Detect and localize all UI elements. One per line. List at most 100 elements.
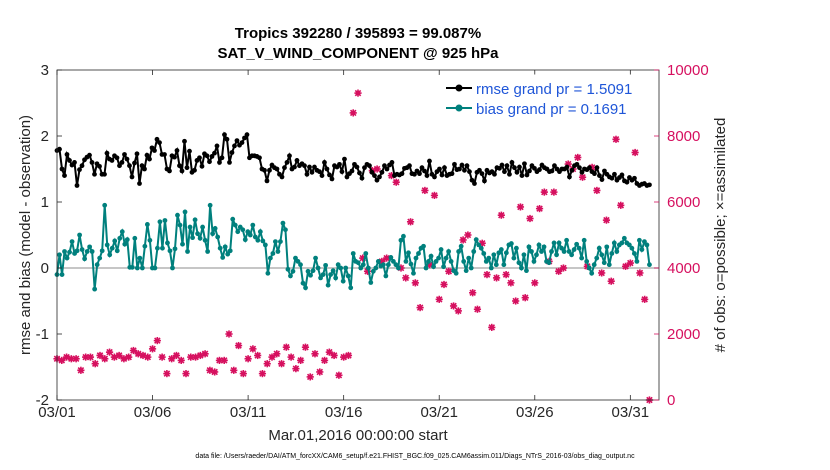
rmse-point bbox=[57, 146, 62, 152]
bias-point bbox=[601, 260, 607, 266]
bias-point bbox=[626, 242, 632, 248]
bias-point bbox=[508, 241, 514, 246]
obs-marker bbox=[550, 188, 558, 196]
rmse-point bbox=[114, 155, 120, 161]
bias-point bbox=[421, 243, 426, 249]
bias-point bbox=[396, 265, 401, 271]
bias-point bbox=[167, 248, 173, 254]
obs-marker bbox=[96, 351, 104, 360]
obs-marker bbox=[277, 360, 286, 368]
bias-point bbox=[235, 229, 241, 235]
obs-marker bbox=[144, 353, 152, 361]
bias-point bbox=[586, 265, 592, 271]
bias-point bbox=[57, 252, 62, 258]
bias-point bbox=[200, 224, 206, 230]
rmse-point bbox=[374, 177, 380, 183]
bias-point bbox=[546, 260, 552, 266]
bias-point bbox=[498, 247, 504, 252]
obs-marker bbox=[91, 360, 99, 368]
bias-point bbox=[300, 280, 306, 286]
rmse-point bbox=[427, 158, 432, 164]
rmse-point bbox=[377, 174, 382, 180]
data-file-footer: data file: /Users/raeder/DAI/ATM_forcXX/… bbox=[195, 453, 635, 460]
bias-point bbox=[569, 252, 575, 258]
obs-marker bbox=[526, 214, 534, 223]
rmse-point bbox=[369, 169, 375, 175]
bias-point bbox=[388, 255, 394, 260]
obs-marker bbox=[507, 279, 515, 287]
bias-point bbox=[137, 255, 143, 261]
bias-point bbox=[160, 245, 165, 251]
rmse-point bbox=[459, 162, 465, 168]
rmse-point bbox=[449, 171, 455, 177]
obs-marker bbox=[282, 343, 290, 351]
bias-point bbox=[438, 247, 444, 252]
rmse-point bbox=[424, 173, 430, 179]
bias-point bbox=[401, 233, 406, 239]
bias-point bbox=[478, 245, 484, 251]
rmse-point bbox=[647, 182, 652, 188]
bias-point bbox=[524, 268, 529, 274]
rmse-point bbox=[507, 171, 512, 177]
bias-point bbox=[157, 219, 163, 225]
bias-point bbox=[323, 262, 329, 268]
y-axis-ticks: -2 -1 0 1 2 3 bbox=[36, 62, 62, 409]
bias-point bbox=[132, 235, 138, 241]
rmse-point bbox=[624, 179, 630, 185]
obs-marker bbox=[320, 356, 329, 364]
obs-marker bbox=[383, 254, 391, 262]
obs-marker bbox=[435, 295, 443, 303]
bias-point bbox=[536, 242, 542, 248]
rmse-point bbox=[492, 171, 497, 177]
rmse-point bbox=[59, 166, 65, 172]
bias-point bbox=[94, 262, 100, 268]
rmse-point bbox=[549, 168, 555, 174]
rmse-point bbox=[482, 178, 487, 184]
obs-marker bbox=[440, 280, 448, 289]
bias-point bbox=[343, 265, 349, 271]
rmse-point bbox=[452, 161, 457, 167]
bias-point bbox=[275, 249, 281, 254]
obs-marker bbox=[211, 368, 219, 376]
bias-point bbox=[330, 268, 336, 274]
rmse-point bbox=[462, 167, 467, 173]
rmse-point bbox=[324, 166, 330, 172]
bias-point bbox=[84, 249, 90, 254]
bias-point bbox=[466, 255, 472, 261]
rmse-point bbox=[592, 171, 597, 177]
bias-point bbox=[139, 265, 145, 271]
rmse-point bbox=[514, 169, 520, 175]
bias-point bbox=[431, 264, 436, 270]
rmse-point bbox=[552, 163, 557, 169]
rmse-point bbox=[144, 152, 150, 158]
rmse-point bbox=[337, 161, 342, 167]
rmse-point bbox=[349, 168, 355, 174]
obs-marker bbox=[158, 353, 166, 361]
y-tick-label: 1 bbox=[41, 194, 49, 211]
rmse-point bbox=[327, 172, 332, 178]
obs-marker bbox=[239, 370, 247, 378]
bias-point bbox=[642, 239, 647, 245]
rmse-point bbox=[382, 163, 387, 169]
obs-marker bbox=[258, 370, 267, 378]
rmse-point bbox=[407, 163, 412, 169]
bias-point bbox=[99, 248, 105, 254]
bias-point bbox=[393, 262, 399, 268]
chart-subtitle: SAT_V_WIND_COMPONENT @ 925 hPa bbox=[217, 45, 499, 62]
rmse-point bbox=[422, 168, 427, 174]
rmse-point bbox=[579, 169, 585, 175]
bias-point bbox=[539, 249, 544, 254]
rmse-point bbox=[307, 164, 312, 170]
rmse-point bbox=[512, 165, 517, 171]
bias-point bbox=[102, 202, 108, 208]
bias-point bbox=[637, 237, 642, 243]
obs-marker bbox=[612, 135, 620, 143]
bias-point bbox=[647, 262, 652, 268]
bias-point bbox=[390, 259, 396, 264]
obs-marker bbox=[411, 279, 419, 287]
rmse-point bbox=[477, 167, 482, 173]
bias-point bbox=[242, 237, 248, 243]
bias-point bbox=[446, 249, 452, 254]
bias-point bbox=[594, 255, 600, 261]
obs-marker bbox=[454, 307, 462, 315]
